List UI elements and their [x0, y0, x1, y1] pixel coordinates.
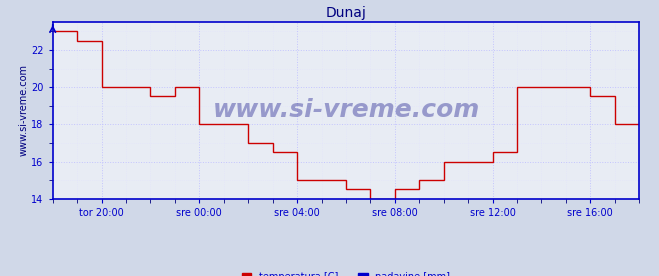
Title: Dunaj: Dunaj [326, 6, 366, 20]
Y-axis label: www.si-vreme.com: www.si-vreme.com [18, 64, 28, 156]
Text: www.si-vreme.com: www.si-vreme.com [212, 99, 480, 122]
Legend: temperatura [C], padavine [mm]: temperatura [C], padavine [mm] [238, 268, 454, 276]
